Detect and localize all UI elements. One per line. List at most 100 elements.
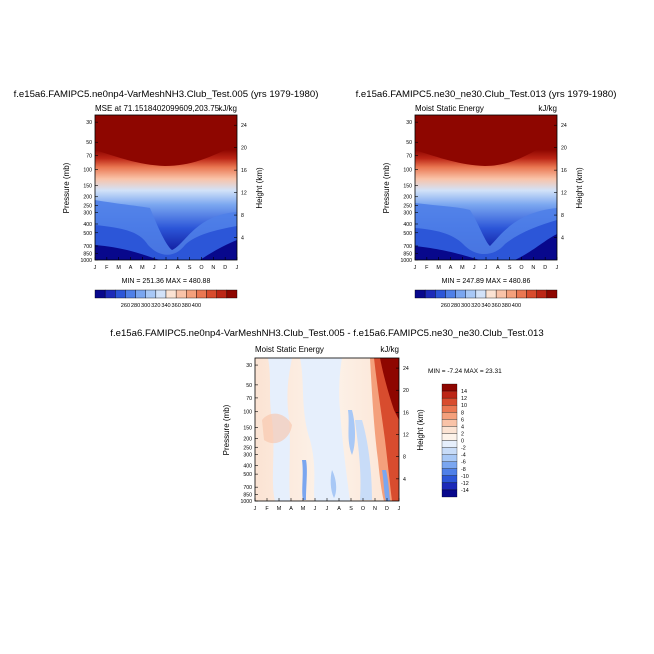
colorbar-swatch	[441, 405, 458, 413]
colorbar-label: -6	[461, 460, 466, 466]
pressure-tick-label: 200	[83, 195, 92, 201]
colorbar-label: 0	[461, 439, 464, 445]
height-tick-label: 20	[561, 146, 567, 152]
panel-a-subtitle: MSE at 71.1518402099609,203.75	[95, 104, 220, 113]
colorbar-swatch	[441, 461, 458, 469]
panel-a-colorbar: 260 280 300 320 340 360 380 400	[94, 289, 238, 309]
month-tick-label: F	[425, 265, 429, 271]
height-tick-label: 4	[241, 236, 244, 242]
colorbar-swatch	[196, 289, 207, 299]
colorbar-label: -14	[461, 488, 469, 494]
panel-b-ylabel-right: Height (km)	[575, 167, 584, 209]
panel-c-ylabel: Pressure (mb)	[222, 404, 231, 455]
pressure-tick-label: 1000	[80, 258, 92, 264]
month-tick-label: J	[326, 506, 329, 512]
colorbar-label: 10	[461, 403, 467, 409]
panel-c-ylabel-right: Height (km)	[416, 409, 425, 451]
pressure-tick-label: 500	[403, 231, 412, 237]
panel-c: f.e15a6.FAMIPC5.ne0np4-VarMeshNH3.Club_T…	[110, 328, 543, 512]
month-tick-label: O	[361, 506, 365, 512]
month-tick-label: N	[373, 506, 377, 512]
colorbar-label: 300	[141, 303, 150, 309]
colorbar-swatch	[441, 390, 458, 399]
colorbar-label: 340	[481, 303, 490, 309]
colorbar-swatch	[441, 426, 458, 434]
panel-a-ylabel: Pressure (mb)	[62, 162, 71, 213]
panel-c-stats: MIN = -7.24 MAX = 23.31	[428, 368, 502, 375]
month-tick-label: A	[176, 265, 180, 271]
panel-b-height-ticks: 4 8 12 16 20 24	[554, 123, 567, 242]
panel-a-units: kJ/kg	[218, 104, 237, 113]
pressure-tick-label: 700	[83, 244, 92, 250]
pressure-tick-label: 70	[406, 153, 412, 159]
month-tick-label: J	[414, 265, 417, 271]
colorbar-swatch	[165, 289, 177, 299]
month-tick-label: J	[236, 265, 239, 271]
panel-c-height-ticks: 4 8 12 16 20 24	[396, 366, 409, 483]
colorbar-swatch	[104, 289, 116, 299]
month-tick-label: S	[188, 265, 192, 271]
month-tick-label: M	[140, 265, 145, 271]
month-tick-label: M	[277, 506, 282, 512]
colorbar-swatch	[435, 289, 446, 299]
colorbar-swatch	[145, 289, 157, 299]
colorbar-label: 380	[182, 303, 191, 309]
month-tick-label: D	[385, 506, 389, 512]
month-tick-label: J	[398, 506, 401, 512]
month-tick-label: M	[460, 265, 465, 271]
pressure-tick-label: 1000	[240, 499, 252, 505]
height-tick-label: 16	[241, 168, 247, 174]
colorbar-label: 280	[451, 303, 460, 309]
panel-b-ylabel: Pressure (mb)	[382, 162, 391, 213]
colorbar-swatch	[546, 289, 558, 299]
panel-a-ylabel-right: Height (km)	[255, 167, 264, 209]
month-tick-label: M	[116, 265, 121, 271]
colorbar-swatch	[485, 289, 497, 299]
panel-b-field	[415, 115, 557, 260]
height-tick-label: 12	[403, 433, 409, 439]
panel-c-subtitle: Moist Static Energy	[255, 345, 324, 354]
height-tick-label: 4	[561, 236, 564, 242]
colorbar-swatch	[441, 475, 458, 484]
colorbar-swatch	[465, 289, 477, 299]
height-tick-label: 4	[403, 477, 406, 483]
month-tick-label: J	[556, 265, 559, 271]
colorbar-label: 6	[461, 417, 464, 423]
height-tick-label: 8	[403, 455, 406, 461]
colorbar-swatch	[441, 468, 458, 476]
colorbar-label: -10	[461, 474, 469, 480]
month-tick-label: O	[519, 265, 523, 271]
month-tick-label: S	[508, 265, 512, 271]
colorbar-swatch	[441, 397, 458, 406]
pressure-tick-label: 30	[246, 363, 252, 369]
colorbar-label: 380	[502, 303, 511, 309]
month-tick-label: J	[165, 265, 168, 271]
panel-b-units: kJ/kg	[538, 104, 557, 113]
height-tick-label: 20	[241, 146, 247, 152]
height-tick-label: 16	[403, 410, 409, 416]
month-tick-label: O	[199, 265, 203, 271]
pressure-tick-label: 70	[246, 396, 252, 402]
colorbar-label: 400	[512, 303, 521, 309]
month-tick-label: J	[94, 265, 97, 271]
colorbar-swatch	[441, 447, 458, 455]
month-tick-label: D	[543, 265, 547, 271]
pressure-tick-label: 250	[83, 204, 92, 210]
colorbar-swatch	[495, 289, 507, 299]
colorbar-swatch	[155, 289, 167, 299]
colorbar-label: 8	[461, 410, 464, 416]
pressure-tick-label: 150	[83, 183, 92, 189]
colorbar-swatch	[441, 412, 458, 420]
colorbar-swatch	[94, 289, 106, 299]
pressure-tick-label: 100	[83, 167, 92, 173]
colorbar-swatch	[175, 289, 187, 299]
colorbar-swatch	[536, 289, 548, 299]
month-tick-label: F	[265, 506, 269, 512]
pressure-tick-label: 400	[83, 222, 92, 228]
colorbar-label: 14	[461, 389, 467, 395]
